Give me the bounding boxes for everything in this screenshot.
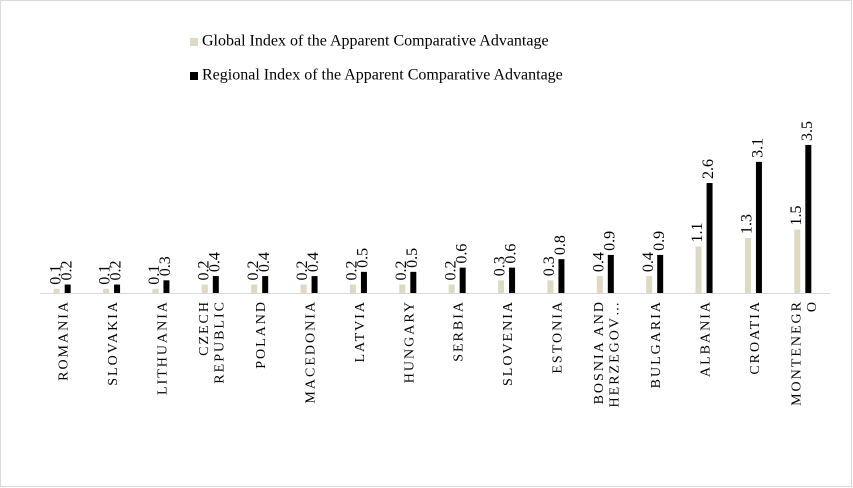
x-tick-label: LATVIA [353, 300, 368, 363]
x-tick-label: SLOVENIA [501, 300, 516, 386]
legend-label: Regional Index of the Apparent Comparati… [202, 67, 563, 84]
x-tick-label: SERBIA [452, 300, 467, 362]
data-label: 0.3 [541, 256, 558, 276]
data-label: 1.5 [788, 206, 805, 226]
data-label: 0.2 [58, 261, 75, 281]
bar [114, 284, 121, 293]
data-label: 0.2 [393, 261, 410, 281]
data-label: 0.4 [305, 252, 322, 272]
data-label: 0.2 [195, 261, 212, 281]
data-label: 0.4 [256, 252, 273, 272]
bar [744, 238, 751, 293]
data-label: 0.2 [245, 261, 262, 281]
bar [212, 276, 219, 293]
data-label: 0.3 [157, 256, 174, 276]
bar [448, 284, 455, 293]
legend-label: Global Index of the Apparent Comparative… [202, 33, 549, 50]
x-tick-label: MACEDONIA [304, 300, 319, 404]
bar [755, 161, 762, 293]
x-tick-label: SLOVAKIA [106, 300, 121, 386]
data-label: 0.3 [492, 256, 509, 276]
data-label: 0.6 [453, 244, 470, 264]
bar [805, 144, 812, 293]
bar [509, 267, 516, 293]
x-tick-label: ESTONIA [551, 300, 566, 374]
data-label: 0.4 [206, 252, 223, 272]
legend-swatch [190, 38, 198, 46]
bar [794, 229, 801, 293]
bar [706, 183, 713, 293]
bar [607, 254, 614, 293]
x-tick-label: POLAND [254, 300, 269, 369]
bar [459, 267, 466, 293]
data-label: 0.6 [503, 244, 520, 264]
data-label: 1.1 [689, 222, 706, 242]
data-label: 0.4 [640, 252, 657, 272]
data-label: 0.5 [355, 248, 372, 268]
data-label: 1.3 [739, 214, 756, 234]
data-label: 0.9 [601, 231, 618, 251]
data-label: 0.2 [294, 261, 311, 281]
bar [399, 284, 406, 293]
data-label: 0.1 [47, 265, 64, 285]
x-tick-label: CZECHREPUBLIC [197, 300, 227, 384]
bar [547, 280, 554, 293]
data-label: 3.5 [799, 121, 816, 141]
bar [64, 284, 71, 293]
bar [349, 284, 356, 293]
data-label: 0.1 [146, 265, 163, 285]
x-tick-label: MONTENEGRO [790, 300, 820, 406]
x-tick-label: BULGARIA [649, 300, 664, 388]
bar [311, 276, 318, 293]
bar [201, 284, 208, 293]
data-label: 0.2 [344, 261, 361, 281]
x-tick-label: CROATIA [748, 300, 763, 375]
legend-swatch [190, 72, 198, 80]
bar [695, 246, 702, 293]
x-tick-label: ALBANIA [699, 300, 714, 377]
bar [262, 276, 269, 293]
data-label: 3.1 [750, 138, 767, 158]
data-label: 0.4 [590, 252, 607, 272]
bar [53, 288, 60, 293]
data-label: 0.1 [97, 265, 114, 285]
x-tick-label: HUNGARY [403, 300, 418, 383]
data-label: 0.8 [552, 235, 569, 255]
bar [498, 280, 505, 293]
bar [360, 271, 367, 293]
x-tick-label: BOSNIA ANDHERZEGOV… [592, 300, 622, 407]
bar [300, 284, 307, 293]
bar [596, 276, 603, 293]
bar [152, 288, 159, 293]
bar [646, 276, 653, 293]
bar [103, 288, 110, 293]
data-label: 0.5 [404, 248, 421, 268]
bar [410, 271, 417, 293]
bar [657, 254, 664, 293]
data-label: 0.2 [108, 261, 125, 281]
x-tick-label: LITHUANIA [156, 300, 171, 395]
bar [163, 280, 170, 293]
bar [251, 284, 258, 293]
bar [558, 259, 565, 293]
data-label: 2.6 [700, 159, 717, 179]
x-tick-label: ROMANIA [57, 300, 72, 381]
data-label: 0.2 [442, 261, 459, 281]
data-label: 0.9 [651, 231, 668, 251]
